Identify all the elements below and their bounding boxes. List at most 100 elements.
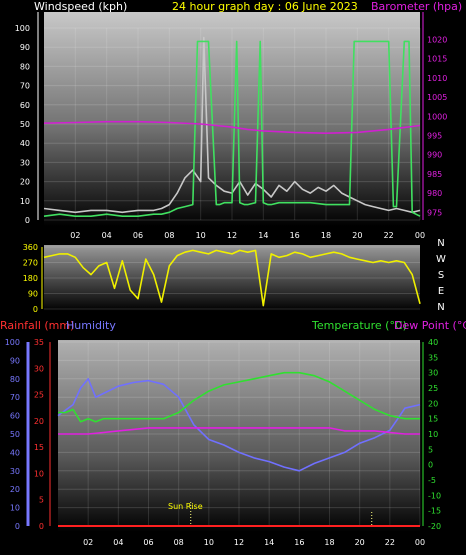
humidity-tick-label: 30 bbox=[10, 467, 20, 476]
x-tick-label: 00 bbox=[415, 538, 425, 547]
rainfall-axis-title: Rainfall (mm) bbox=[0, 319, 75, 332]
direction-plot-background bbox=[44, 245, 420, 311]
barometer-tick-label: 1005 bbox=[427, 93, 447, 102]
series-line-barometer bbox=[43, 120, 421, 134]
x-tick-label: 18 bbox=[324, 538, 334, 547]
direction-tick-label: 270 bbox=[23, 259, 38, 268]
x-tick-label: 12 bbox=[227, 231, 237, 240]
temperature-tick-label: 20 bbox=[428, 399, 438, 408]
temperature-tick-label: 25 bbox=[428, 384, 438, 393]
barometer-tick-label: 995 bbox=[427, 132, 442, 141]
wind-y-tick-label: 60 bbox=[20, 101, 30, 110]
wind-y-tick-label: 70 bbox=[20, 82, 30, 91]
barometer-tick-label: 1010 bbox=[427, 74, 447, 83]
wind-y-tick-label: 30 bbox=[20, 158, 30, 167]
humidity-tick-label: 70 bbox=[10, 393, 20, 402]
humidity-axis-title: Humidity bbox=[66, 319, 116, 332]
dewpoint-axis-title: Dew Point (°C) bbox=[394, 319, 466, 332]
x-tick-label: 08 bbox=[174, 538, 184, 547]
temperature-tick-label: 5 bbox=[428, 445, 433, 454]
barometer-tick-label: 1015 bbox=[427, 55, 447, 64]
compass-s: S bbox=[437, 270, 445, 281]
rainfall-tick-label: 20 bbox=[34, 417, 44, 426]
temperature-tick-label: 40 bbox=[428, 338, 438, 347]
x-tick-label: 14 bbox=[264, 538, 274, 547]
series-line-dew-point bbox=[58, 427, 420, 435]
humidity-tick-label: 50 bbox=[10, 430, 20, 439]
series-line-average bbox=[43, 40, 421, 217]
barometer-tick-label: 1020 bbox=[427, 36, 447, 45]
wind-y-tick-label: 10 bbox=[20, 197, 30, 206]
temperature-tick-label: -15 bbox=[428, 507, 441, 516]
humidity-tick-label: 10 bbox=[10, 504, 20, 513]
humidity-tick-label: 80 bbox=[10, 375, 20, 384]
x-tick-label: 06 bbox=[133, 231, 143, 240]
x-tick-label: 16 bbox=[294, 538, 304, 547]
temperature-tick-label: 30 bbox=[428, 369, 438, 378]
x-tick-label: 02 bbox=[70, 231, 80, 240]
compass-e: E bbox=[437, 286, 445, 297]
wind-y-tick-label: 0 bbox=[25, 216, 30, 225]
wind-y-tick-label: 40 bbox=[20, 139, 30, 148]
barometer-tick-label: 985 bbox=[427, 170, 442, 179]
humidity-tick-label: 20 bbox=[10, 485, 20, 494]
wind-y-tick-label: 90 bbox=[20, 43, 30, 52]
direction-tick-label: 180 bbox=[23, 274, 38, 283]
x-tick-label: 12 bbox=[234, 538, 244, 547]
x-tick-label: 22 bbox=[385, 538, 395, 547]
temperature-tick-label: -5 bbox=[428, 476, 436, 485]
series-line-temperature bbox=[58, 371, 420, 423]
x-tick-label: 10 bbox=[196, 231, 206, 240]
windspeed-axis-title: Windspeed (kph) bbox=[34, 0, 128, 13]
x-tick-label: 02 bbox=[83, 538, 93, 547]
x-tick-label: 10 bbox=[204, 538, 214, 547]
x-tick-label: 04 bbox=[113, 538, 123, 547]
x-tick-label: 22 bbox=[384, 231, 394, 240]
compass-n-top: N bbox=[437, 238, 445, 249]
barometer-tick-label: 990 bbox=[427, 151, 442, 160]
temperature-tick-label: -20 bbox=[428, 522, 441, 531]
barometer-axis-title: Barometer (hpa) bbox=[371, 0, 463, 13]
rainfall-tick-label: 10 bbox=[34, 469, 44, 478]
x-tick-label: 20 bbox=[352, 231, 362, 240]
wind-y-tick-label: 50 bbox=[20, 120, 30, 129]
wind-y-tick-label: 20 bbox=[20, 178, 30, 187]
humidity-tick-label: 0 bbox=[15, 522, 20, 531]
barometer-tick-label: 980 bbox=[427, 189, 442, 198]
wind-y-tick-label: 80 bbox=[20, 62, 30, 71]
rainfall-tick-label: 35 bbox=[34, 338, 44, 347]
x-tick-label: 16 bbox=[290, 231, 300, 240]
bottom-plot-background bbox=[58, 340, 420, 532]
x-tick-label: 06 bbox=[143, 538, 153, 547]
humidity-tick-label: 100 bbox=[5, 338, 20, 347]
compass-n-bottom: N bbox=[437, 302, 445, 313]
rainfall-tick-label: 30 bbox=[34, 364, 44, 373]
rainfall-tick-label: 25 bbox=[34, 391, 44, 400]
temperature-tick-label: -10 bbox=[428, 491, 441, 500]
direction-tick-label: 0 bbox=[33, 305, 38, 314]
humidity-tick-label: 60 bbox=[10, 412, 20, 421]
x-tick-label: 04 bbox=[102, 231, 112, 240]
barometer-tick-label: 975 bbox=[427, 208, 442, 217]
temperature-tick-label: 35 bbox=[428, 353, 438, 362]
rainfall-tick-label: 5 bbox=[39, 496, 44, 505]
x-tick-label: 08 bbox=[164, 231, 174, 240]
temperature-axis-title: Temperature (°C) bbox=[312, 319, 407, 332]
direction-tick-label: 360 bbox=[23, 243, 38, 252]
chart-title: 24 hour graph day : 06 June 2023 bbox=[172, 0, 358, 13]
rainfall-tick-label: 15 bbox=[34, 443, 44, 452]
series-line-wind-direction bbox=[43, 249, 421, 307]
sunrise-label: Sun Rise bbox=[168, 502, 203, 511]
x-tick-label: 18 bbox=[321, 231, 331, 240]
rainfall-tick-label: 0 bbox=[39, 522, 44, 531]
wind-y-tick-label: 100 bbox=[15, 24, 30, 33]
temperature-tick-label: 15 bbox=[428, 415, 438, 424]
temperature-tick-label: 10 bbox=[428, 430, 438, 439]
humidity-tick-label: 90 bbox=[10, 356, 20, 365]
compass-w: W bbox=[436, 254, 446, 265]
x-tick-label: 14 bbox=[258, 231, 268, 240]
x-tick-label: 00 bbox=[415, 231, 425, 240]
direction-tick-label: 90 bbox=[28, 290, 38, 299]
x-tick-label: 20 bbox=[355, 538, 365, 547]
